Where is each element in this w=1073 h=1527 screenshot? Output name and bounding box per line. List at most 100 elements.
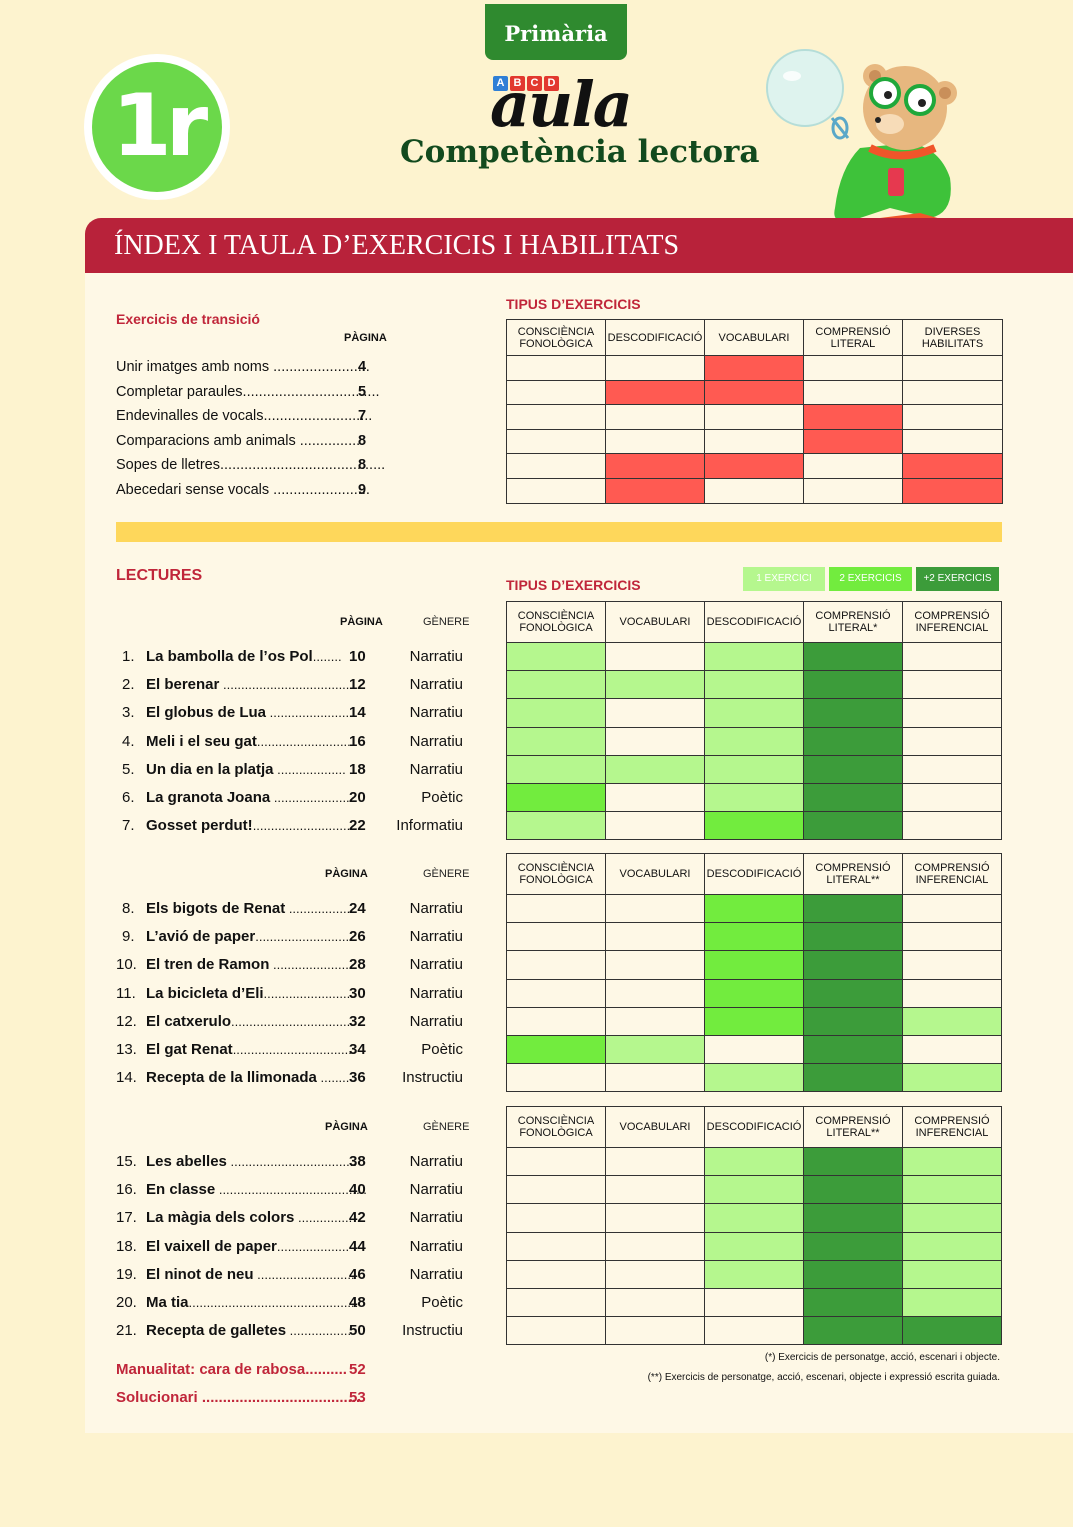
reading-item[interactable]: Gosset perdut!..........................… xyxy=(146,817,354,834)
cell xyxy=(605,641,705,672)
reading-item[interactable]: Un dia en la platja ................... xyxy=(146,761,346,778)
reading-genre: Narratiu xyxy=(409,676,463,694)
cell xyxy=(605,1203,705,1233)
reading-item[interactable]: El tren de Ramon ...................... xyxy=(146,956,352,973)
reading-item[interactable]: L’avió de paper.........................… xyxy=(146,928,356,945)
item-title: Sopes de lletres xyxy=(116,457,220,474)
cell xyxy=(902,893,1002,924)
leader-dots: .......................... xyxy=(256,733,351,749)
cell xyxy=(704,1231,804,1261)
reading-page: 44 xyxy=(349,1237,366,1255)
reading-item[interactable]: Les abelles ............................… xyxy=(146,1153,357,1170)
block-c: C xyxy=(527,76,542,91)
reading-item[interactable]: La granota Joana ....................... xyxy=(146,789,357,806)
leader-dots: ........................ xyxy=(269,359,370,375)
cell xyxy=(704,477,804,504)
reading-genre: Instructiu xyxy=(402,1322,463,1340)
cell xyxy=(704,641,804,672)
cell xyxy=(704,978,804,1008)
column-header: DIVERSES HABILITATS xyxy=(902,319,1003,356)
cell xyxy=(506,428,606,455)
transition-item[interactable]: Completar paraules......................… xyxy=(116,384,380,400)
reading-item[interactable]: El catxerulo............................… xyxy=(146,1013,354,1030)
item-page: 5 xyxy=(358,383,367,400)
reading-genre: Narratiu xyxy=(409,704,463,722)
reading-item[interactable]: La bambolla de l’os Pol........ xyxy=(146,648,342,665)
cell xyxy=(902,950,1002,980)
leader-dots: ........................ xyxy=(266,705,357,721)
cell xyxy=(506,1146,606,1177)
reading-page: 42 xyxy=(349,1209,366,1227)
column-header: VOCABULARI xyxy=(605,1106,705,1148)
cell xyxy=(605,811,705,841)
cell xyxy=(704,379,804,406)
reading-number: 11. xyxy=(116,984,136,1002)
cell xyxy=(803,428,903,455)
leader-dots: ................................. xyxy=(232,1042,352,1057)
reading-genre: Narratiu xyxy=(409,1209,463,1227)
cell xyxy=(704,811,804,841)
reading-item[interactable]: El gat Renat............................… xyxy=(146,1041,352,1058)
table-row xyxy=(506,893,1002,924)
reading-title: Un dia en la platja xyxy=(146,760,274,778)
reading-item[interactable]: Recepta de la llimonada ........ xyxy=(146,1069,349,1086)
reading-number: 21. xyxy=(116,1322,137,1340)
reading-title: Les abelles xyxy=(146,1153,227,1170)
cell xyxy=(803,1063,903,1093)
reading-number: 7. xyxy=(122,817,135,835)
item-title: Comparacions amb animals xyxy=(116,432,296,449)
transition-item[interactable]: Sopes de lletres........................… xyxy=(116,457,385,473)
reading-number: 1. xyxy=(122,648,135,665)
reading-item[interactable]: La bicicleta d’Eli......................… xyxy=(146,985,354,1002)
cell xyxy=(704,453,804,479)
transition-item[interactable]: Endevinalles de vocals..................… xyxy=(116,408,372,424)
reading-item[interactable]: Meli i el seu gat.......................… xyxy=(146,733,351,750)
reading-item[interactable]: El vaixell de paper.................... xyxy=(146,1238,349,1255)
cell xyxy=(605,1034,705,1065)
table-row xyxy=(506,950,1002,980)
reading-item[interactable]: El ninot de neu ........................… xyxy=(146,1266,355,1283)
reading-page: 46 xyxy=(349,1265,366,1283)
reading-item[interactable]: La màgia dels colors ............... xyxy=(146,1209,352,1226)
reading-title: Ma tia xyxy=(146,1294,189,1311)
cell xyxy=(902,428,1003,455)
table-row xyxy=(506,1259,1002,1289)
column-header: CONSCIÈNCIA FONOLÒGICA xyxy=(506,853,606,895)
reading-page: 14 xyxy=(349,704,366,722)
reading-item[interactable]: El globus de Lua .......................… xyxy=(146,704,356,721)
block-d: D xyxy=(544,76,559,91)
reading-genre: Narratiu xyxy=(409,1012,463,1030)
reading-item[interactable]: Els bigots de Renat .................. xyxy=(146,900,354,917)
cell xyxy=(902,782,1002,813)
reading-page: 38 xyxy=(349,1153,366,1170)
transition-item[interactable]: Abecedari sense vocals .................… xyxy=(116,482,370,498)
genre-header: GÈNERE xyxy=(423,1121,470,1133)
cell xyxy=(506,950,606,980)
table-row xyxy=(506,379,1003,406)
reading-genre: Narratiu xyxy=(409,1153,463,1170)
cell xyxy=(605,754,705,784)
extra-item[interactable]: Solucionari ............................… xyxy=(116,1389,360,1406)
cell xyxy=(902,1063,1002,1093)
item-title: Abecedari sense vocals xyxy=(116,482,270,498)
column-header: VOCABULARI xyxy=(704,319,804,356)
reading-item[interactable]: Recepta de galletes ................. xyxy=(146,1322,351,1339)
reading-item[interactable]: El berenar .............................… xyxy=(146,676,364,693)
cell xyxy=(902,477,1003,504)
reading-item[interactable]: Ma tia..................................… xyxy=(146,1294,358,1311)
reading-page: 36 xyxy=(349,1069,366,1087)
extra-page: 53 xyxy=(349,1389,366,1406)
cell xyxy=(803,670,903,700)
cell xyxy=(704,726,804,756)
reading-item[interactable]: En classe ..............................… xyxy=(146,1181,367,1198)
transition-item[interactable]: Unir imatges amb noms ..................… xyxy=(116,359,370,375)
transition-item[interactable]: Comparacions amb animals ...............… xyxy=(116,433,364,449)
cell xyxy=(506,379,606,406)
leader-dots: ........................................… xyxy=(219,457,386,474)
cell xyxy=(605,355,705,381)
column-header: COMPRENSIÓ LITERAL* xyxy=(803,601,903,643)
lectures-table: CONSCIÈNCIA FONOLÒGICA VOCABULARI DESCODIF… xyxy=(506,1106,1002,1346)
cell xyxy=(605,698,705,728)
extra-item[interactable]: Manualitat: cara de rabosa.......... xyxy=(116,1361,347,1378)
page-header: PÀGINA xyxy=(325,1121,368,1133)
